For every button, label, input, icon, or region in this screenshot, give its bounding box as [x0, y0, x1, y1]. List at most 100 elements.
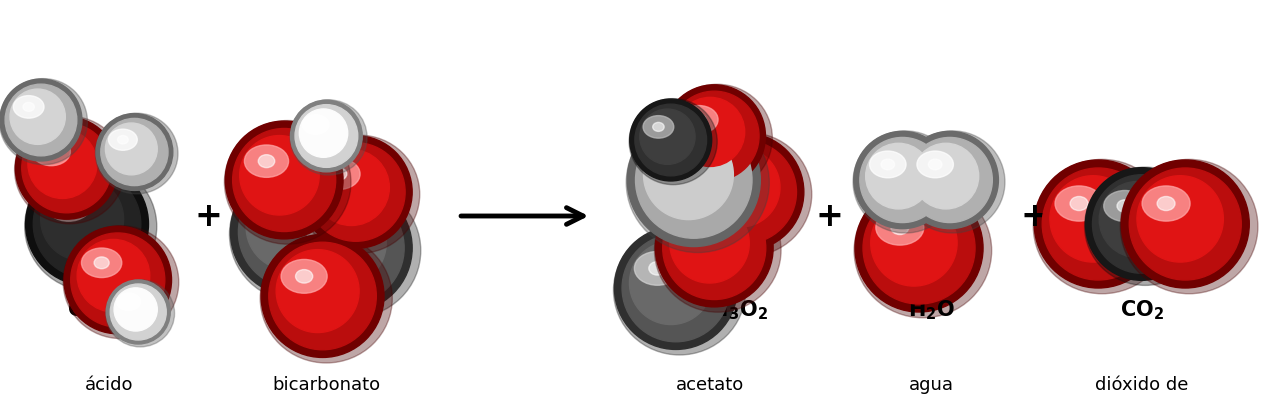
- Ellipse shape: [1085, 168, 1198, 280]
- Ellipse shape: [0, 79, 82, 161]
- Ellipse shape: [230, 168, 358, 296]
- Ellipse shape: [913, 143, 979, 209]
- Ellipse shape: [1100, 182, 1175, 258]
- Ellipse shape: [33, 170, 141, 278]
- Ellipse shape: [685, 132, 812, 256]
- Ellipse shape: [1093, 175, 1190, 273]
- Ellipse shape: [653, 122, 664, 131]
- Ellipse shape: [298, 135, 420, 253]
- Ellipse shape: [1055, 186, 1103, 221]
- Ellipse shape: [676, 97, 745, 166]
- Ellipse shape: [269, 242, 376, 350]
- Ellipse shape: [1084, 167, 1206, 285]
- Text: NaC$_{\mathregular{2}}$H$_{\mathregular{3}}$O$_{\mathregular{2}}$: NaC$_{\mathregular{2}}$H$_{\mathregular{…: [653, 298, 768, 322]
- Ellipse shape: [296, 270, 312, 283]
- Text: C$_{\mathregular{2}}$H$_{\mathregular{4}}$O$_{\mathregular{2}}$: C$_{\mathregular{2}}$H$_{\mathregular{4}…: [67, 298, 151, 322]
- Ellipse shape: [5, 84, 77, 156]
- Ellipse shape: [876, 210, 924, 245]
- Ellipse shape: [77, 240, 150, 312]
- Ellipse shape: [854, 131, 951, 229]
- Ellipse shape: [640, 109, 695, 164]
- Ellipse shape: [95, 257, 109, 269]
- Ellipse shape: [1050, 176, 1137, 262]
- Ellipse shape: [14, 116, 124, 224]
- Ellipse shape: [106, 280, 174, 347]
- Ellipse shape: [900, 131, 1005, 233]
- Ellipse shape: [96, 114, 173, 190]
- Ellipse shape: [41, 178, 124, 260]
- Ellipse shape: [613, 226, 745, 355]
- Ellipse shape: [689, 223, 705, 236]
- Ellipse shape: [307, 143, 404, 241]
- Text: CO$_{\mathregular{2}}$: CO$_{\mathregular{2}}$: [1120, 298, 1164, 322]
- Ellipse shape: [705, 157, 749, 189]
- Ellipse shape: [700, 148, 780, 227]
- Ellipse shape: [663, 196, 765, 300]
- Ellipse shape: [260, 234, 392, 363]
- Ellipse shape: [663, 85, 765, 187]
- Ellipse shape: [852, 131, 957, 233]
- Ellipse shape: [662, 84, 772, 192]
- Ellipse shape: [224, 120, 351, 244]
- Ellipse shape: [110, 284, 166, 340]
- Ellipse shape: [854, 183, 992, 318]
- Ellipse shape: [870, 200, 957, 286]
- Ellipse shape: [28, 129, 97, 198]
- Ellipse shape: [238, 176, 351, 288]
- Ellipse shape: [865, 143, 932, 209]
- Ellipse shape: [300, 136, 412, 248]
- Ellipse shape: [627, 114, 760, 246]
- Ellipse shape: [669, 91, 759, 181]
- Ellipse shape: [229, 167, 367, 302]
- Ellipse shape: [630, 99, 717, 185]
- Ellipse shape: [614, 226, 737, 350]
- Ellipse shape: [300, 109, 348, 157]
- Ellipse shape: [114, 288, 157, 331]
- Ellipse shape: [635, 252, 681, 285]
- Ellipse shape: [654, 188, 781, 312]
- Ellipse shape: [635, 122, 753, 238]
- Ellipse shape: [101, 118, 168, 186]
- Ellipse shape: [680, 106, 718, 134]
- Ellipse shape: [626, 113, 769, 252]
- Ellipse shape: [644, 130, 733, 220]
- Ellipse shape: [891, 220, 909, 234]
- Ellipse shape: [314, 150, 389, 226]
- Ellipse shape: [622, 234, 730, 342]
- Text: acetato: acetato: [676, 376, 745, 394]
- Ellipse shape: [22, 123, 111, 213]
- Ellipse shape: [291, 100, 362, 172]
- Ellipse shape: [630, 242, 713, 324]
- Ellipse shape: [1129, 168, 1242, 280]
- Text: H$_{\mathregular{2}}$O: H$_{\mathregular{2}}$O: [909, 298, 955, 322]
- Ellipse shape: [24, 162, 156, 291]
- Ellipse shape: [649, 140, 699, 177]
- Ellipse shape: [15, 117, 118, 219]
- Ellipse shape: [908, 138, 992, 222]
- Ellipse shape: [1042, 168, 1155, 280]
- Text: agua: agua: [909, 376, 955, 394]
- Ellipse shape: [901, 131, 998, 229]
- Ellipse shape: [863, 192, 975, 304]
- Ellipse shape: [246, 184, 333, 270]
- Ellipse shape: [261, 234, 384, 358]
- Ellipse shape: [292, 192, 404, 304]
- Ellipse shape: [60, 198, 77, 211]
- Ellipse shape: [13, 96, 44, 118]
- Ellipse shape: [44, 146, 59, 157]
- Ellipse shape: [63, 226, 179, 338]
- Ellipse shape: [266, 204, 284, 218]
- Ellipse shape: [116, 293, 141, 310]
- Ellipse shape: [118, 136, 128, 144]
- Ellipse shape: [655, 189, 773, 307]
- Text: +: +: [1020, 200, 1048, 232]
- Ellipse shape: [291, 100, 367, 175]
- Ellipse shape: [233, 128, 335, 232]
- Ellipse shape: [881, 159, 895, 170]
- Ellipse shape: [0, 79, 87, 165]
- Text: bicarbonato: bicarbonato: [273, 376, 380, 394]
- Ellipse shape: [26, 162, 148, 286]
- Ellipse shape: [259, 155, 275, 168]
- Ellipse shape: [124, 298, 133, 305]
- Ellipse shape: [928, 159, 942, 170]
